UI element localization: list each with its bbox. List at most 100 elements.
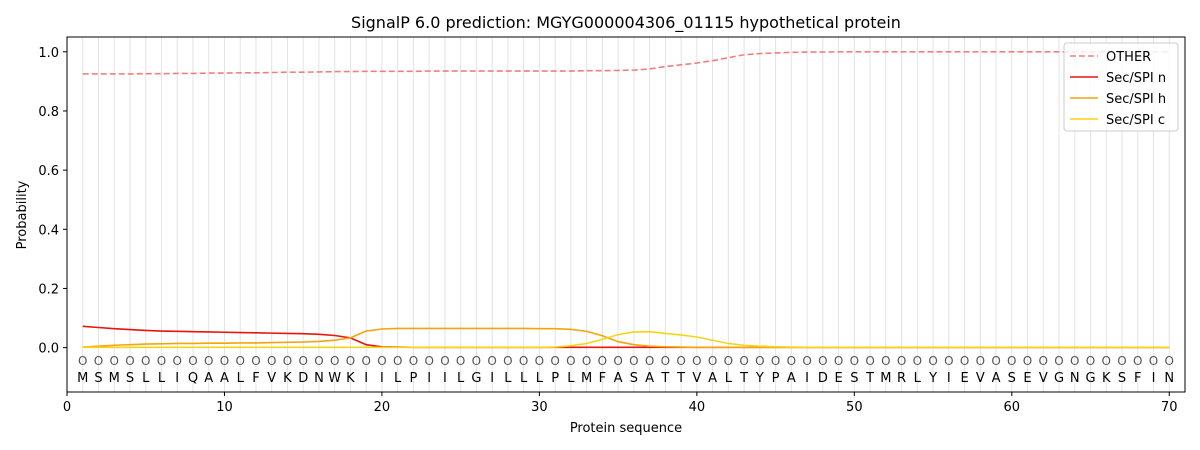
region-label: O [613,354,622,368]
x-tick-label: 0 [63,400,71,415]
grid-layer [82,37,1170,392]
legend-label: OTHER [1106,50,1151,65]
residue-label: W [328,371,341,386]
residue-label: V [267,371,276,386]
region-label: O [944,354,953,368]
residue-label: Q [188,371,198,386]
region-label: O [566,354,575,368]
residue-label: I [947,371,951,386]
residue-label: G [1085,371,1095,386]
residue-label: N [1070,371,1080,386]
region-label: O [503,354,512,368]
region-label: O [188,354,197,368]
residue-label: I [175,371,179,386]
residue-label: P [410,371,418,386]
residue-label: V [692,371,701,386]
residue-label: A [220,371,229,386]
residue-label: T [676,371,685,386]
residue-label: V [976,371,985,386]
region-label: O [629,354,638,368]
region-label: O [582,354,591,368]
region-label: O [535,354,544,368]
region-label: O [125,354,134,368]
x-tick-label: 40 [689,400,706,415]
residue-label: K [346,371,355,386]
region-label: O [818,354,827,368]
residue-label: A [614,371,623,386]
residue-label: E [960,371,968,386]
residue-label: L [457,371,465,386]
residue-label: A [645,371,654,386]
y-axis-label: Probability [15,180,30,249]
series-line-other [82,50,1170,75]
region-label: O [913,354,922,368]
residue-label: E [1023,371,1031,386]
residue-label: F [1134,371,1141,386]
residue-label: L [237,371,245,386]
region-label: O [298,354,307,368]
region-label: O [346,354,355,368]
legend: OTHER Sec/SPI n Sec/SPI h Sec/SPI c [1063,42,1179,132]
residue-label: S [850,371,858,386]
residue-label: I [443,371,447,386]
region-label: O [1133,354,1142,368]
residue-label: L [394,371,402,386]
residue-label: E [834,371,842,386]
residue-label: V [1039,371,1048,386]
x-tick-label: 70 [1161,400,1178,415]
region-label: O [220,354,229,368]
region-label: O [235,354,244,368]
residue-label: L [504,371,512,386]
residue-label: I [364,371,368,386]
region-label: O [1165,354,1174,368]
region-label: O [739,354,748,368]
x-tick-label: 50 [846,400,863,415]
region-label: O [834,354,843,368]
chart-title: SignalP 6.0 prediction: MGYG000004306_01… [351,13,901,33]
y-tick-label: 0.2 [38,282,59,297]
region-label: O [78,354,87,368]
region-label: O [409,354,418,368]
residue-label: M [77,371,88,386]
region-label: O [1117,354,1126,368]
region-label: O [110,354,119,368]
residue-label: S [126,371,134,386]
y-tick-label: 0.8 [38,105,59,120]
residue-label: N [314,371,324,386]
region-label: O [550,354,559,368]
x-tick-label: 10 [216,400,233,415]
region-label: O [519,354,528,368]
residue-label: K [1102,371,1111,386]
y-tick-label: 0.4 [38,223,59,238]
legend-label: Sec/SPI h [1106,92,1166,107]
residue-label: I [490,371,494,386]
legend-box [1063,42,1179,132]
residue-label: L [142,371,150,386]
residue-label: S [1118,371,1126,386]
region-label: O [661,354,670,368]
residue-label: I [805,371,809,386]
legend-label: Sec/SPI c [1106,113,1165,128]
region-label: O [487,354,496,368]
region-label: O [692,354,701,368]
region-label: O [676,354,685,368]
region-label: O [802,354,811,368]
residue-label: A [204,371,213,386]
region-label: O [1023,354,1032,368]
region-label: O [440,354,449,368]
region-label: O [724,354,733,368]
region-label: O [708,354,717,368]
residue-label: A [992,371,1001,386]
region-label: O [1039,354,1048,368]
region-label: O [991,354,1000,368]
residue-label: G [1054,371,1064,386]
residue-label: T [865,371,874,386]
region-label: O [1102,354,1111,368]
region-label: O [1007,354,1016,368]
residue-label: P [772,371,780,386]
residue-label: A [787,371,796,386]
residue-label: K [283,371,292,386]
region-label: O [330,354,339,368]
region-label: O [976,354,985,368]
y-tick-label: 0.0 [38,342,59,357]
